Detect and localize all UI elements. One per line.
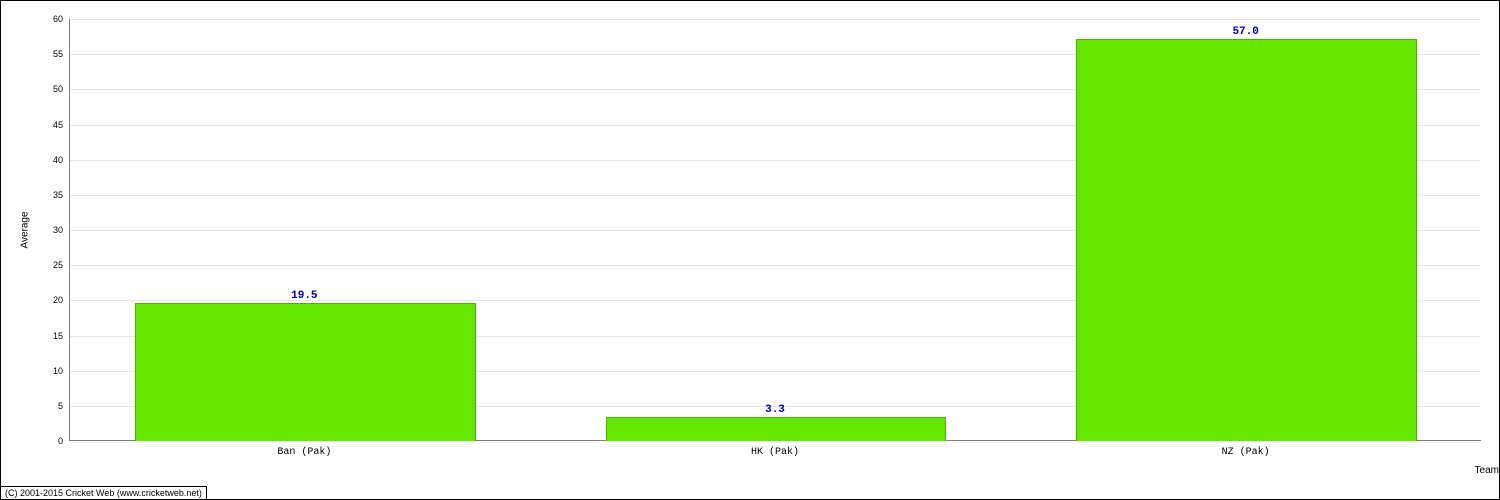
y-tick-label: 20 bbox=[53, 295, 63, 305]
bar-value-label: 19.5 bbox=[291, 290, 317, 302]
y-tick-label: 5 bbox=[58, 401, 63, 411]
x-tick-label: HK (Pak) bbox=[751, 447, 799, 458]
bar-value-label: 3.3 bbox=[765, 404, 785, 416]
plot-area: Average Team 05101520253035404550556019.… bbox=[69, 19, 1481, 441]
y-tick-label: 45 bbox=[53, 120, 63, 130]
x-tick-label: Ban (Pak) bbox=[277, 447, 331, 458]
bar bbox=[135, 303, 476, 441]
copyright-text: (C) 2001-2015 Cricket Web (www.cricketwe… bbox=[1, 486, 207, 499]
gridline bbox=[69, 19, 1481, 20]
chart-frame: Average Team 0 5 10 15 20 25 30 35 40 45 50 55 60 19.… bbox=[0, 0, 1500, 500]
y-tick-label: 0 bbox=[58, 436, 63, 446]
y-tick-label: 60 bbox=[53, 14, 63, 24]
y-axis-label: Average bbox=[20, 211, 31, 248]
x-tick-label: NZ (Pak) bbox=[1222, 447, 1270, 458]
x-axis-label: Team bbox=[1475, 465, 1499, 476]
y-tick-label: 50 bbox=[53, 84, 63, 94]
y-tick-label: 40 bbox=[53, 155, 63, 165]
bar-value-label: 57.0 bbox=[1232, 26, 1258, 38]
y-tick-label: 30 bbox=[53, 225, 63, 235]
bar bbox=[1076, 39, 1417, 441]
y-axis bbox=[69, 19, 70, 441]
y-tick-label: 35 bbox=[53, 190, 63, 200]
bar bbox=[606, 417, 947, 441]
y-tick-label: 10 bbox=[53, 366, 63, 376]
y-tick-label: 25 bbox=[53, 260, 63, 270]
y-tick-label: 15 bbox=[53, 331, 63, 341]
y-tick-label: 55 bbox=[53, 49, 63, 59]
